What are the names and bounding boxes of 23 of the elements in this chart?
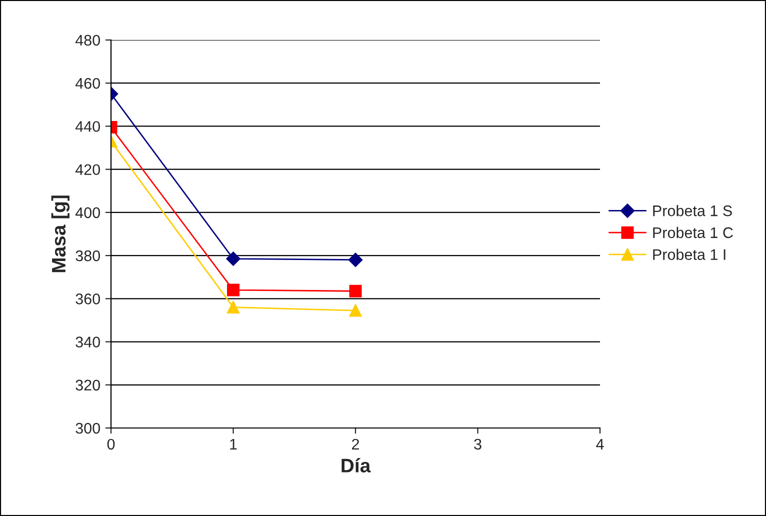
y-tick-label: 400: [75, 207, 100, 218]
point: [348, 252, 363, 267]
y-tick-label: 420: [75, 164, 100, 176]
y-tick-label: 440: [75, 121, 100, 132]
legend-label: Probeta 1 S: [653, 205, 732, 216]
y-tick-label: 320: [76, 380, 100, 391]
y-tick-label: 380: [76, 250, 100, 262]
x-tick-label: 2: [352, 438, 359, 450]
point: [349, 284, 362, 298]
y-tick-label: 300: [76, 422, 100, 434]
x-axis-title: Día: [342, 458, 371, 472]
x-tick-label: 3: [474, 438, 482, 450]
y-tick-label: 460: [75, 78, 100, 89]
x-tick-label: 4: [596, 438, 604, 450]
y-tick-label: 480: [75, 34, 100, 46]
y-tick-label: 340: [76, 336, 100, 348]
y-axis-title: Masa [g]: [51, 196, 70, 272]
y-tick-label: 360: [76, 294, 100, 304]
x-tick-label: 0: [107, 438, 115, 450]
legend-label: Probeta 1 I: [653, 248, 726, 260]
x-tick-label: 1: [230, 438, 237, 450]
point: [349, 304, 362, 317]
legend-label: Probeta 1 C: [653, 226, 733, 238]
